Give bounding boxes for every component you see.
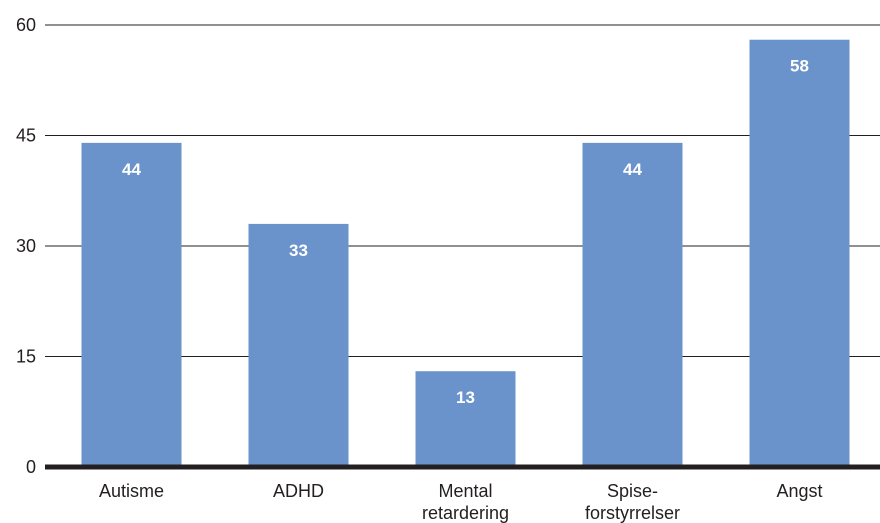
x-category-label: Mental retardering [422, 481, 509, 523]
bar-value-label: 33 [289, 241, 308, 260]
x-category-label: Autisme [99, 481, 164, 501]
x-axis-categories: Autisme ADHD Mental retardering Spise-forsty… [99, 481, 823, 523]
y-axis-ticks: 0 15 30 45 60 [16, 15, 36, 477]
gridlines [45, 24, 880, 357]
y-tick-label: 15 [16, 347, 36, 367]
bar [749, 39, 850, 467]
bar-value-label: 44 [623, 160, 642, 179]
y-tick-label: 0 [26, 457, 36, 477]
data-labels: 44 33 13 44 58 [122, 57, 809, 408]
bar-value-label: 13 [456, 388, 475, 407]
bar [81, 142, 182, 467]
bars [81, 39, 850, 467]
bar [415, 371, 516, 467]
bar-value-label: 58 [790, 57, 809, 76]
x-category-label: ADHD [273, 481, 324, 501]
bar [582, 142, 683, 467]
y-tick-label: 60 [16, 15, 36, 35]
x-category-label: Spise-forstyrrelser [585, 481, 680, 523]
y-tick-label: 45 [16, 126, 36, 146]
x-category-label: Angst [776, 481, 822, 501]
bar [248, 223, 349, 467]
y-tick-label: 30 [16, 236, 36, 256]
bar-value-label: 44 [122, 160, 141, 179]
